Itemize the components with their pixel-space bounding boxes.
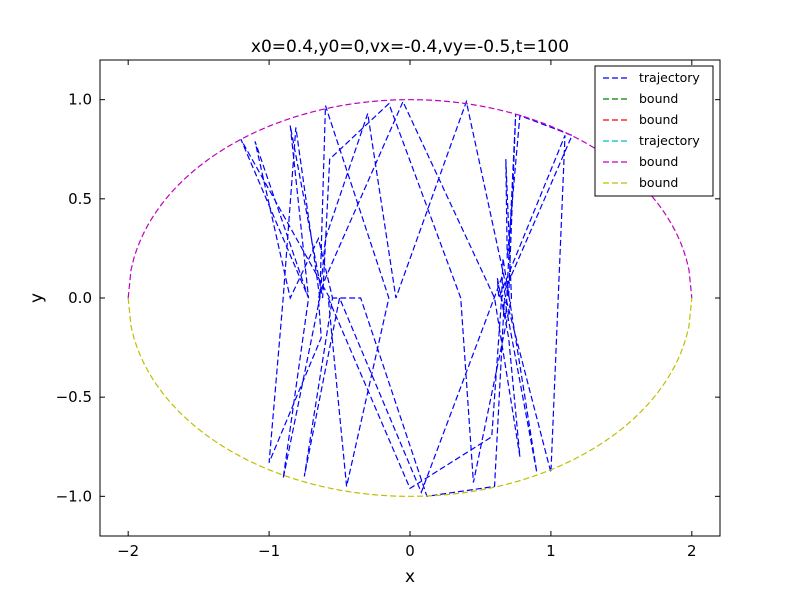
series-line-5 (127, 297, 693, 497)
legend-label: bound (639, 91, 678, 106)
x-tick-label: −1 (258, 542, 280, 560)
legend-label: bound (639, 175, 678, 190)
y-axis-label: y (27, 293, 47, 303)
axes: −2 −1 0 1 2 −1.0 −0.5 0.0 0.5 1.0 (56, 59, 721, 560)
x-tick-label: −2 (117, 542, 139, 560)
x-tick-label: 1 (546, 542, 556, 560)
legend-box (594, 65, 714, 197)
legend: trajectory bound bound trajectory bound bound (594, 65, 714, 197)
x-axis-label: x (405, 567, 415, 587)
x-tick-label: 0 (405, 542, 415, 560)
y-tick-label: 0.0 (68, 289, 92, 307)
legend-label: bound (639, 112, 678, 127)
y-tick-label: −0.5 (56, 388, 92, 406)
y-tick-label: 0.5 (68, 190, 92, 208)
legend-label: trajectory (639, 70, 700, 85)
legend-label: bound (639, 154, 678, 169)
chart-title: x0=0.4,y0=0,vx=-0.4,vy=-0.5,t=100 (251, 37, 569, 57)
legend-label: trajectory (639, 133, 700, 148)
y-tick-label: 1.0 (68, 91, 92, 109)
x-tick-label: 2 (687, 542, 697, 560)
y-tick-label: −1.0 (56, 487, 92, 505)
series-line-0 (240, 99, 573, 497)
